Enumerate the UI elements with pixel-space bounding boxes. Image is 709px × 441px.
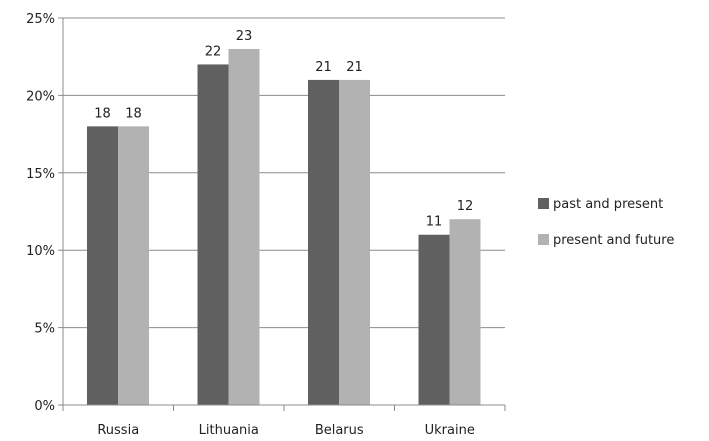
bars (87, 48, 481, 406)
x-category-label: Ukraine (425, 423, 475, 438)
x-category-label: Russia (97, 423, 139, 438)
y-tick-label: 10% (26, 244, 55, 259)
y-tick-label: 25% (26, 12, 55, 27)
bar-lithuania-series-2 (228, 48, 260, 406)
y-tick-label: 5% (34, 322, 55, 337)
x-axis-categories: Russia Lithuania Belarus Ukraine (62, 405, 506, 438)
data-label: 21 (315, 60, 332, 75)
y-tick-label: 15% (26, 167, 55, 182)
bar-russia-series-2 (118, 126, 149, 406)
legend-label: present and future (553, 233, 674, 248)
data-label: 18 (94, 106, 111, 121)
legend-swatch (538, 234, 549, 245)
bar-belarus-series-1 (308, 79, 339, 406)
legend: past and present present and future (538, 197, 674, 248)
data-label: 22 (205, 44, 222, 59)
data-label: 12 (457, 199, 474, 214)
data-label: 23 (236, 29, 253, 44)
bar-ukraine-series-1 (418, 234, 450, 405)
data-label: 18 (125, 106, 142, 121)
y-axis-ticks: 0% 5% 10% 15% 20% 25% (26, 12, 63, 414)
legend-label: past and present (553, 197, 663, 212)
y-tick-label: 20% (26, 89, 55, 104)
bar-belarus-series-2 (339, 79, 370, 406)
data-label: 21 (346, 60, 363, 75)
x-category-label: Lithuania (199, 423, 259, 438)
data-labels: 18 18 22 23 21 21 11 12 (94, 29, 473, 230)
data-label: 11 (426, 215, 443, 230)
legend-swatch (538, 198, 549, 209)
bar-lithuania-series-1 (197, 64, 229, 405)
x-category-label: Belarus (315, 423, 364, 438)
bar-ukraine-series-2 (449, 219, 481, 405)
y-tick-label: 0% (34, 399, 55, 414)
bar-russia-series-1 (87, 126, 118, 406)
